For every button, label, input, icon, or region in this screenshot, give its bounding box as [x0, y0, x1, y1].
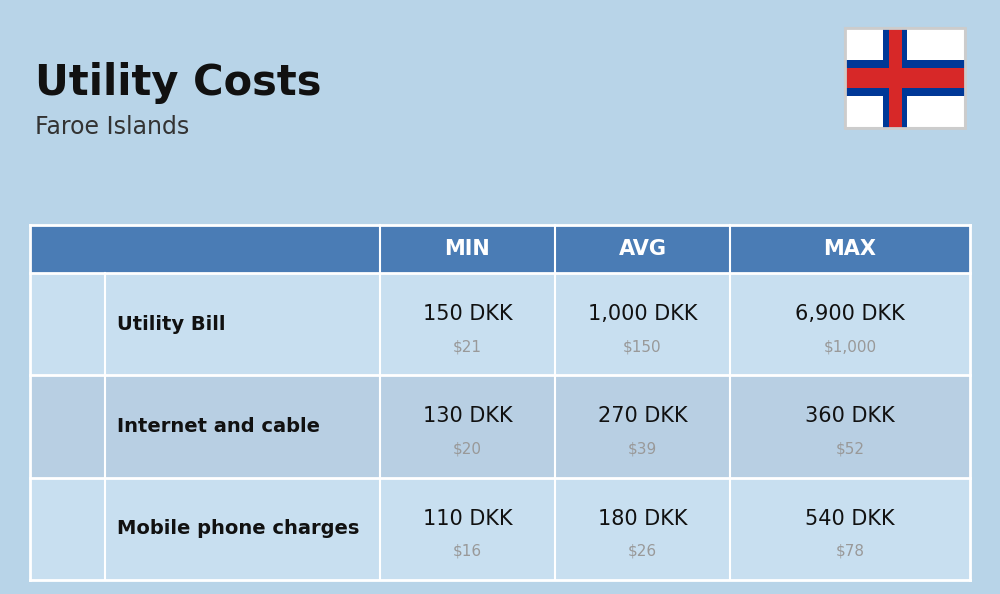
- Text: $78: $78: [836, 544, 864, 559]
- Text: 150 DKK: 150 DKK: [423, 304, 512, 324]
- Bar: [845, 60, 965, 96]
- Bar: [38, 492, 98, 565]
- Text: $39: $39: [628, 441, 657, 457]
- Text: $16: $16: [453, 544, 482, 559]
- Text: Mobile phone charges: Mobile phone charges: [117, 519, 359, 538]
- Bar: [883, 28, 907, 128]
- Text: Faroe Islands: Faroe Islands: [35, 115, 189, 139]
- Text: 180 DKK: 180 DKK: [598, 508, 687, 529]
- Text: $20: $20: [453, 441, 482, 457]
- Text: AVG: AVG: [618, 239, 666, 259]
- Bar: [845, 68, 965, 88]
- Text: $52: $52: [836, 441, 864, 457]
- Bar: [30, 478, 970, 580]
- Bar: [38, 287, 98, 361]
- Bar: [38, 390, 98, 463]
- Text: $21: $21: [453, 339, 482, 354]
- Text: 360 DKK: 360 DKK: [805, 406, 895, 426]
- Bar: [889, 28, 902, 128]
- Bar: [30, 273, 970, 375]
- Text: 110 DKK: 110 DKK: [423, 508, 512, 529]
- Text: $1,000: $1,000: [823, 339, 877, 354]
- Bar: [30, 225, 970, 273]
- Text: Utility Bill: Utility Bill: [117, 315, 226, 334]
- Text: 540 DKK: 540 DKK: [805, 508, 895, 529]
- Text: Utility Costs: Utility Costs: [35, 62, 322, 104]
- Bar: [30, 375, 970, 478]
- Text: 270 DKK: 270 DKK: [598, 406, 687, 426]
- Text: MAX: MAX: [824, 239, 876, 259]
- Text: 6,900 DKK: 6,900 DKK: [795, 304, 905, 324]
- Text: 1,000 DKK: 1,000 DKK: [588, 304, 697, 324]
- Bar: [845, 28, 965, 128]
- Text: $150: $150: [623, 339, 662, 354]
- Text: $26: $26: [628, 544, 657, 559]
- Text: 130 DKK: 130 DKK: [423, 406, 512, 426]
- Text: MIN: MIN: [445, 239, 490, 259]
- Text: Internet and cable: Internet and cable: [117, 417, 320, 436]
